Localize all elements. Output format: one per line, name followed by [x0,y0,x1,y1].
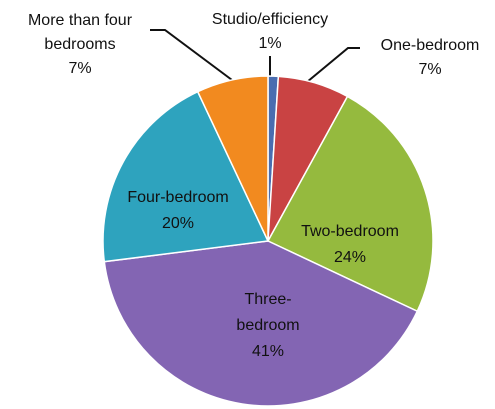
slice-label: Four-bedroom [127,189,228,206]
slice-value-label: 1% [258,35,281,52]
slice-label: Studio/efficiency [212,11,328,28]
pie-slice [102,90,270,263]
slice-label: One-bedroom [381,37,480,54]
pie-slice [103,240,419,407]
slice-value-label: 24% [334,249,366,266]
leader-line [306,47,360,83]
slice-label: Two-bedroom [301,223,399,240]
pie-slice [196,75,269,242]
slice-label: More than four bedrooms [28,12,133,53]
slice-label: Three-bedroom [236,291,299,334]
slice-value-label: 20% [162,215,194,232]
slice-value-label: 41% [252,343,284,360]
slice-value-label: 7% [418,61,441,78]
slice-value-label: 7% [68,60,91,77]
pie-slice [266,95,434,313]
leader-line [150,29,233,81]
